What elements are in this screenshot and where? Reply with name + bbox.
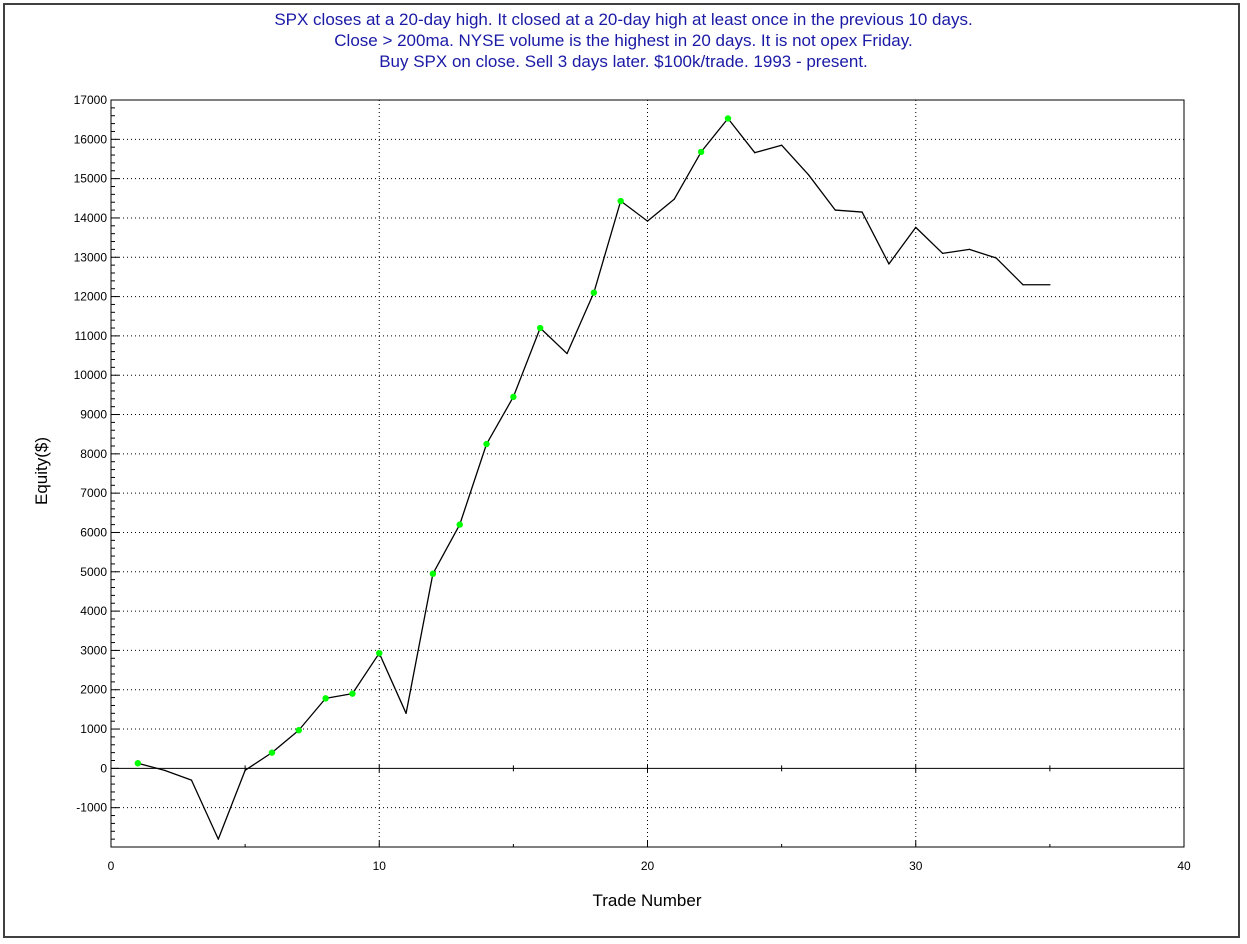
y-tick-label: 16000 [74, 132, 108, 146]
new-high-point [510, 393, 517, 401]
equity-line-segment [727, 117, 756, 154]
y-tick-label: 15000 [74, 172, 108, 186]
equity-line-segment [298, 697, 327, 731]
y-tick-label: 13000 [74, 250, 108, 264]
y-tick-label: 9000 [80, 408, 107, 422]
equity-line-segment [646, 198, 675, 222]
y-tick-label: 11000 [75, 329, 108, 343]
x-tick-label: 40 [1177, 859, 1191, 873]
new-high-point [590, 289, 598, 296]
x-axis-label: Trade Number [593, 891, 702, 910]
chart-title: SPX closes at a 20-day high. It closed a… [0, 9, 1247, 72]
y-tick-label: 6000 [80, 525, 107, 539]
new-high-point [697, 148, 705, 156]
y-axis-label: Equity($) [32, 437, 51, 505]
equity-line-segment [700, 117, 729, 153]
title-line-3: Buy SPX on close. Sell 3 days later. $10… [379, 52, 868, 71]
equity-line-segment [137, 762, 166, 771]
y-tick-label: 10000 [74, 368, 108, 382]
equity-line-segment [593, 200, 622, 294]
new-high-point [724, 115, 732, 122]
equity-line-segment [754, 144, 783, 154]
equity-line-segment [941, 248, 971, 254]
x-tick-label: 10 [373, 859, 387, 873]
equity-line-segment [780, 144, 810, 176]
equity-line-segment [995, 257, 1024, 286]
equity-line-segment [485, 396, 515, 445]
equity-line-segment [163, 769, 193, 781]
equity-line-segment [405, 573, 434, 714]
title-line-2: Close > 200ma. NYSE volume is the highes… [334, 31, 913, 50]
equity-line-segment [378, 652, 407, 714]
new-high-point [483, 440, 490, 448]
x-tick-label: 20 [641, 859, 655, 873]
equity-line-segment [620, 200, 649, 222]
equity-line-segment [244, 751, 273, 771]
x-tick-label: 30 [909, 859, 923, 873]
new-high-point [537, 324, 544, 332]
equity-line-segment [915, 226, 944, 254]
new-high-point [376, 649, 383, 657]
y-tick-label: 5000 [80, 565, 107, 579]
equity-line-segment [673, 151, 702, 200]
equity-line-segment [217, 769, 246, 840]
equity-line-segment [190, 779, 219, 840]
y-tick-label: 8000 [80, 447, 107, 461]
y-tick-label: 3000 [80, 643, 107, 657]
y-tick-label: 17000 [74, 93, 108, 107]
equity-line-segment [968, 248, 997, 259]
y-tick-label: 1000 [80, 722, 107, 736]
chart-frame [3, 3, 1240, 938]
equity-line-segment [834, 209, 863, 213]
new-high-point [134, 760, 142, 767]
new-high-point [429, 570, 437, 577]
y-tick-label: 2000 [80, 683, 107, 697]
y-tick-label: 0 [100, 761, 107, 775]
equity-line-segment [861, 211, 890, 265]
new-high-point [617, 197, 624, 205]
title-line-1: SPX closes at a 20-day high. It closed a… [274, 10, 973, 29]
y-tick-label: 12000 [74, 290, 108, 304]
new-high-point [268, 749, 276, 756]
new-high-markers [134, 115, 732, 767]
y-tick-label: 4000 [80, 604, 107, 618]
equity-line-segment [324, 693, 354, 700]
equity-line-segment [271, 729, 300, 754]
grid-lines [111, 99, 1184, 847]
tick-labels: -1000 0 1000 2000 3000 4000 5000 6000 7000 8000 90… [74, 93, 1191, 873]
equity-line-segment [566, 291, 595, 355]
equity-line-segment [888, 226, 917, 265]
new-high-point [456, 521, 463, 528]
new-high-point [322, 695, 329, 702]
y-tick-label: -1000 [76, 801, 107, 815]
new-high-point [295, 727, 302, 734]
x-tick-label: 0 [108, 859, 115, 873]
equity-series [137, 117, 1051, 840]
equity-line-segment [807, 174, 836, 211]
tick-marks [110, 99, 1185, 848]
equity-line-segment [351, 652, 380, 695]
y-tick-label: 14000 [74, 211, 108, 225]
new-high-point [349, 690, 356, 697]
equity-line-segment [432, 523, 461, 575]
equity-line-segment [512, 327, 541, 398]
y-tick-label: 7000 [80, 486, 107, 500]
equity-line-segment [539, 327, 568, 355]
equity-line-segment [459, 443, 488, 526]
